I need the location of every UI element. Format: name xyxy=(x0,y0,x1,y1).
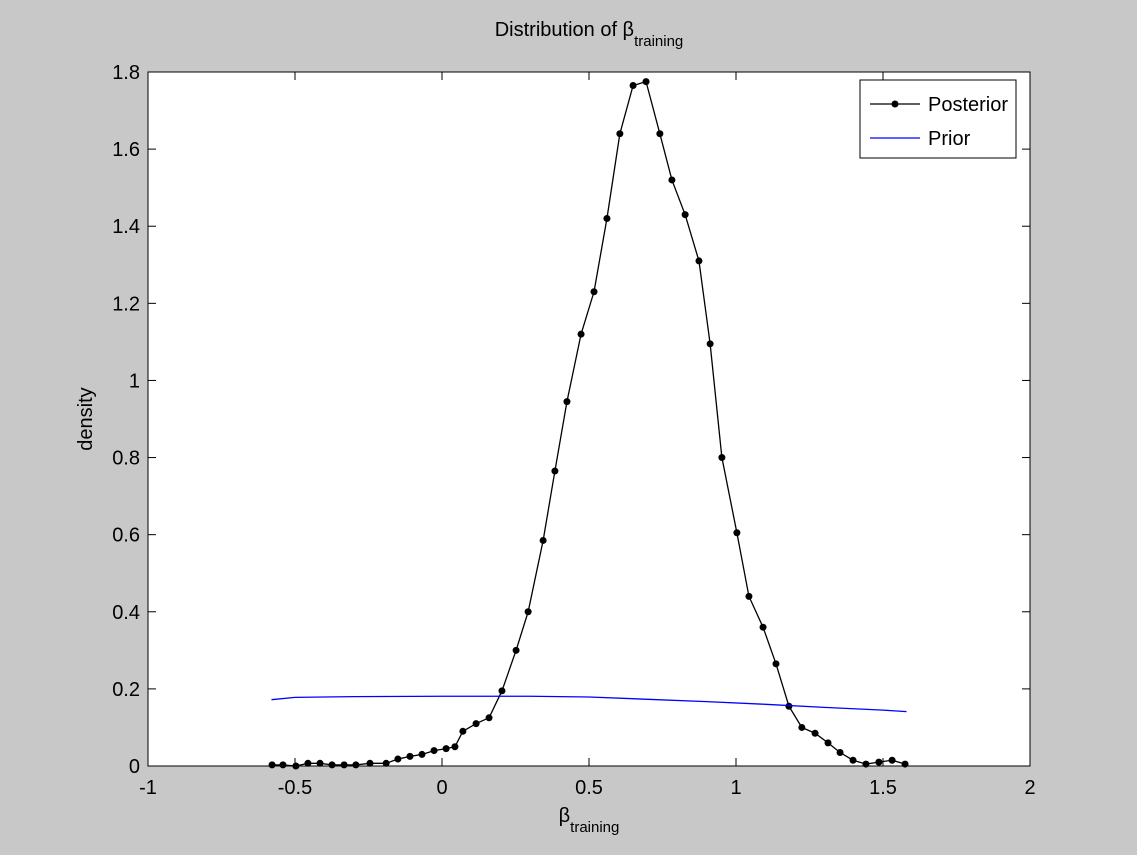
data-point xyxy=(772,660,780,668)
y-tick-label: 1.4 xyxy=(112,216,140,238)
data-point xyxy=(304,759,312,767)
data-point xyxy=(590,288,598,296)
title-subscript: training xyxy=(634,33,683,50)
y-tick-label: 0.2 xyxy=(112,679,140,701)
x-tick-label: 2 xyxy=(1024,777,1035,799)
x-label-main: β xyxy=(559,805,571,827)
data-point xyxy=(616,130,624,138)
data-point xyxy=(577,330,585,338)
data-point xyxy=(472,720,480,728)
data-point xyxy=(695,257,703,265)
data-point xyxy=(394,755,402,763)
y-axis-label: density xyxy=(75,387,97,450)
data-point xyxy=(406,752,414,760)
legend-label: Prior xyxy=(928,128,971,150)
data-point xyxy=(681,211,689,219)
data-point xyxy=(340,761,348,769)
data-point xyxy=(629,81,637,89)
x-label-subscript: training xyxy=(570,819,619,836)
data-point xyxy=(745,592,753,600)
data-point xyxy=(512,646,520,654)
data-point xyxy=(603,215,611,223)
data-point xyxy=(888,756,896,764)
chart-title: Distribution of βtraining xyxy=(495,19,684,50)
data-point xyxy=(498,687,506,695)
y-tick-label: 1.2 xyxy=(112,293,140,315)
x-tick-label: 1.5 xyxy=(869,777,897,799)
legend-box xyxy=(859,79,1017,159)
data-point xyxy=(785,702,793,710)
data-point xyxy=(279,761,287,769)
data-point xyxy=(459,727,467,735)
x-tick-label: -0.5 xyxy=(278,777,312,799)
data-point xyxy=(451,743,459,751)
data-point xyxy=(551,467,559,475)
data-point xyxy=(849,756,857,764)
x-tick-label: 0.5 xyxy=(575,777,603,799)
y-tick-label: 0.6 xyxy=(112,525,140,547)
data-point xyxy=(642,78,650,86)
data-point xyxy=(382,759,390,767)
data-point xyxy=(759,623,767,631)
data-point xyxy=(718,454,726,462)
data-point xyxy=(418,750,426,758)
data-point xyxy=(366,759,374,767)
data-point xyxy=(352,761,360,769)
legend-label: Posterior xyxy=(928,94,1008,116)
y-tick-label: 0.8 xyxy=(112,448,140,470)
data-point xyxy=(875,758,883,766)
legend: Posterior Prior xyxy=(859,79,1017,159)
x-tick-label: 1 xyxy=(730,777,741,799)
y-tick-label: 0 xyxy=(129,756,140,778)
y-tick-label: 1 xyxy=(129,370,140,392)
data-point xyxy=(656,130,664,138)
data-point xyxy=(539,536,547,544)
data-point xyxy=(824,739,832,747)
x-tick-label: -1 xyxy=(139,777,157,799)
data-point xyxy=(485,714,493,722)
series-line xyxy=(271,695,907,713)
data-point xyxy=(901,760,909,768)
data-point xyxy=(706,340,714,348)
data-point xyxy=(442,745,450,753)
data-point xyxy=(430,747,438,755)
data-point xyxy=(316,759,324,767)
x-axis-label: βtraining xyxy=(559,805,620,836)
data-point xyxy=(328,761,336,769)
y-tick-label: 0.4 xyxy=(112,602,140,624)
data-point xyxy=(668,176,676,184)
y-tick-label: 1.8 xyxy=(112,62,140,84)
data-point xyxy=(563,398,571,406)
y-tick-label: 1.6 xyxy=(112,139,140,161)
data-point xyxy=(811,729,819,737)
data-point xyxy=(733,529,741,537)
data-point xyxy=(862,760,870,768)
data-point xyxy=(524,608,532,616)
data-point xyxy=(292,762,300,770)
plot-area xyxy=(147,71,1031,767)
data-point xyxy=(798,723,806,731)
title-main: Distribution of β xyxy=(495,19,634,41)
x-tick-label: 0 xyxy=(436,777,447,799)
data-point xyxy=(836,749,844,757)
data-point xyxy=(268,761,276,769)
legend-marker xyxy=(891,100,899,108)
